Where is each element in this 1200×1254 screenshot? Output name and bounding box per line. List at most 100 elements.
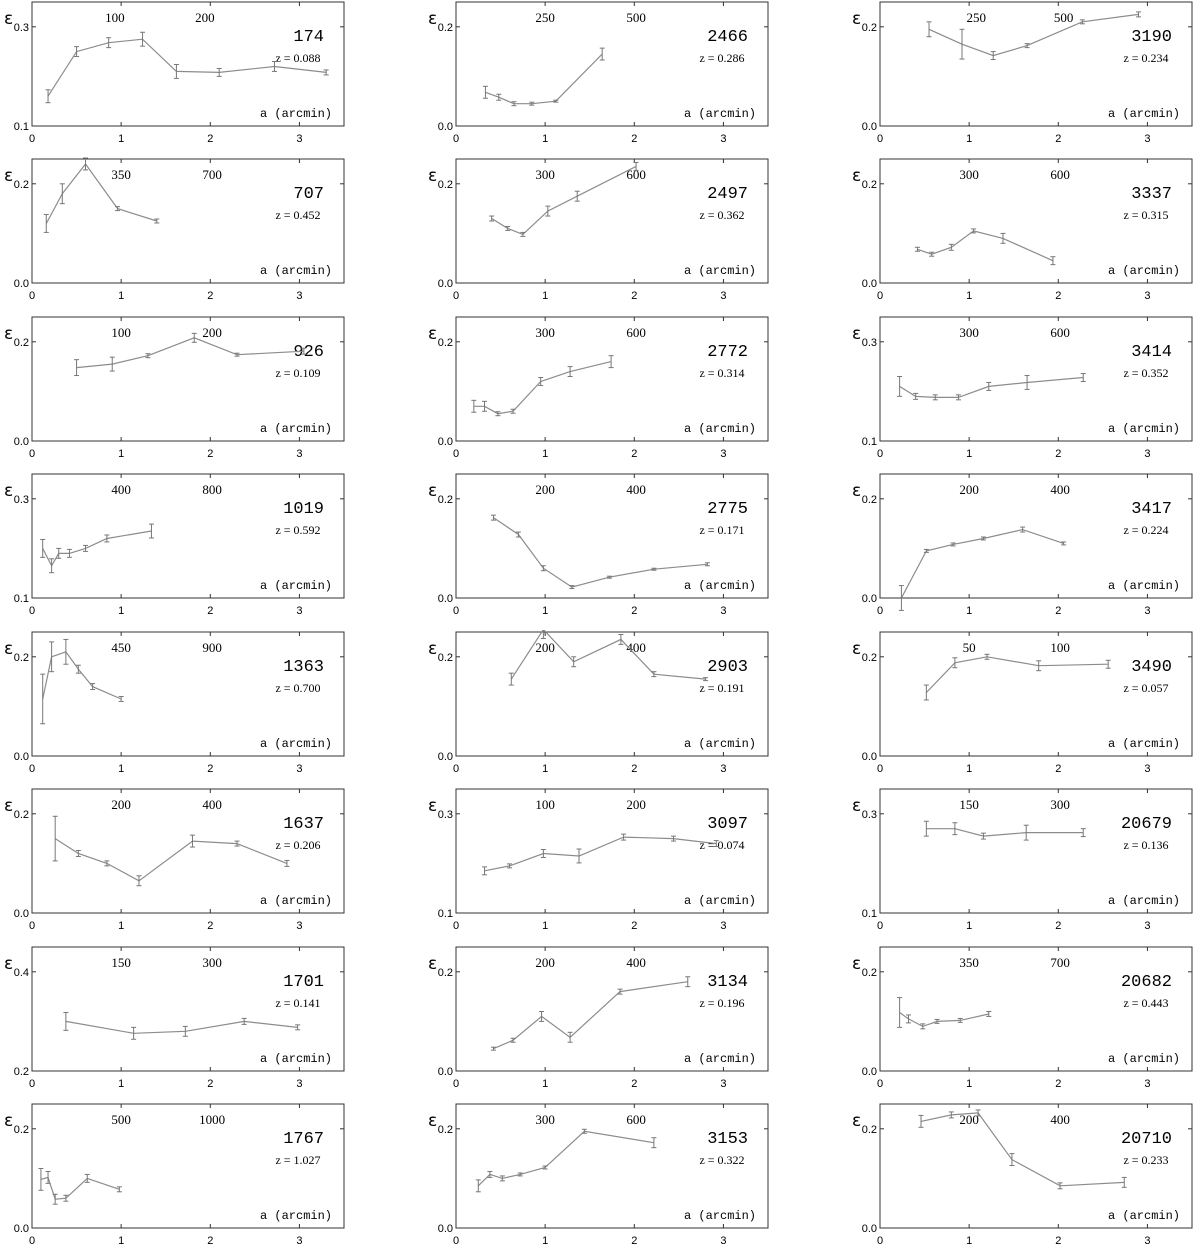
series-line [54, 838, 288, 882]
redshift-label: z = 0.171 [699, 523, 744, 537]
x-tick-label: 1 [542, 763, 548, 775]
top-tick-label: 300 [959, 167, 979, 182]
error-bar [145, 353, 151, 359]
y-tick-label: 0.2 [438, 652, 453, 664]
x-tick-label: 3 [720, 448, 726, 460]
series-line [920, 1112, 1125, 1187]
error-bar [323, 69, 329, 76]
panel-20682: 0 1 2 3 0.0 0.2 ε 350 700 20682 z = 0.443 a (arcmin… [848, 945, 1200, 1092]
redshift-label: z = 0.314 [699, 366, 744, 380]
plot-frame [455, 1, 769, 127]
error-bar [63, 638, 69, 665]
y-tick-label: 0.2 [862, 652, 877, 664]
error-bar [1024, 375, 1030, 390]
error-bar [515, 531, 521, 538]
cluster-name: 3097 [707, 815, 748, 834]
x-tick-label: 1 [118, 290, 124, 302]
error-bar [115, 206, 121, 212]
error-bar [617, 988, 623, 995]
cluster-name: 1019 [283, 500, 324, 519]
chart-svg: 0 1 2 3 0.0 0.2ε 300 600 2772 z = 0.314 a (arcmin) [428, 316, 769, 460]
error-bar [1080, 373, 1086, 382]
panel-3414: 0 1 2 3 0.1 0.3 ε 300 600 3414 z = 0.352 a (arcmin) [848, 315, 1200, 462]
error-bar [510, 408, 516, 414]
error-bar [713, 840, 719, 848]
chart-svg: 0 1 2 3 0.0 0.2ε 200 400 3134 z = 0.196 a (arcmin) [428, 946, 769, 1090]
x-tick-label: 3 [296, 605, 302, 617]
error-bar [633, 161, 639, 171]
x-tick-label: 0 [877, 920, 883, 932]
x-tick-label: 0 [453, 1235, 459, 1247]
error-bar [950, 542, 956, 547]
plot-frame [31, 631, 345, 757]
top-tick-label: 300 [959, 325, 979, 340]
x-tick-label: 0 [453, 290, 459, 302]
error-bar [66, 548, 72, 558]
x-axis-label: a (arcmin) [260, 579, 332, 593]
x-axis-label: a (arcmin) [260, 1052, 332, 1066]
x-tick-label: 2 [1055, 290, 1061, 302]
error-bar [1136, 11, 1142, 18]
error-bar [567, 1031, 573, 1043]
error-bar [906, 1014, 912, 1024]
x-tick-label: 2 [207, 920, 213, 932]
error-bar [986, 1010, 992, 1017]
redshift-label: z = 0.196 [699, 996, 744, 1010]
error-bar [651, 671, 657, 678]
cluster-name: 3490 [1131, 658, 1172, 677]
y-axis-label: ε [852, 1111, 861, 1131]
panel-3134: 0 1 2 3 0.0 0.2 ε 200 400 3134 z = 0.196 a (arcmin) [424, 945, 776, 1092]
y-tick-label: 0.2 [862, 967, 877, 979]
cluster-name: 1363 [283, 658, 324, 677]
plot-frame [879, 158, 1193, 284]
redshift-label: z = 0.234 [1123, 51, 1168, 65]
x-tick-label: 3 [720, 1235, 726, 1247]
y-tick-label: 0.0 [14, 751, 29, 763]
x-axis-label: a (arcmin) [684, 579, 756, 593]
plot-frame [879, 788, 1193, 914]
x-axis-label: a (arcmin) [1108, 1052, 1180, 1066]
y-tick-label: 0.3 [438, 809, 453, 821]
error-bar [599, 47, 605, 61]
cluster-name: 2497 [707, 185, 748, 204]
chart-svg: 0 1 2 3 0.0 0.2ε 250 500 2466 z = 0.286 a (arcmin) [428, 1, 769, 145]
x-tick-label: 1 [542, 920, 548, 932]
panel-3490: 0 1 2 3 0.0 0.2 ε 50 100 3490 z = 0.057 a (arcmin) [848, 630, 1200, 777]
plot-frame [879, 1, 1193, 127]
error-bar [40, 538, 46, 558]
error-bar [918, 1114, 924, 1128]
series-line [45, 163, 157, 224]
error-bar [40, 673, 46, 725]
x-tick-label: 1 [542, 1078, 548, 1090]
chart-svg: 0 1 2 3 0.0 0.2ε 350 700 707 z = 0.452 a (arcmin) [4, 157, 345, 302]
panel-2775: 0 1 2 3 0.0 0.2 ε 200 400 2775 z = 0.171 a (arcmin) [424, 472, 776, 619]
redshift-label: z = 1.027 [275, 1153, 320, 1167]
cluster-name: 3153 [707, 1130, 748, 1149]
error-bar [496, 93, 502, 101]
chart-svg: 0 1 2 3 0.0 0.2ε 200 400 20710 z = 0.233 a (arcmin… [852, 1103, 1193, 1247]
error-bar [49, 558, 55, 574]
panel-1767: 0 1 2 3 0.0 0.2 ε 500 1000 1767 z = 1.027 a (arcmin… [0, 1102, 352, 1249]
x-tick-label: 1 [542, 448, 548, 460]
top-tick-label: 400 [1050, 1112, 1070, 1127]
x-tick-label: 3 [1144, 290, 1150, 302]
y-axis-label: ε [428, 796, 437, 816]
top-tick-label: 300 [535, 1112, 555, 1127]
series-line [47, 38, 327, 97]
error-bar [1105, 659, 1111, 669]
series-line [477, 1130, 654, 1187]
y-axis-label: ε [428, 954, 437, 974]
y-axis-label: ε [4, 1111, 13, 1131]
x-tick-label: 2 [1055, 763, 1061, 775]
error-bar [959, 28, 965, 60]
top-tick-label: 250 [967, 10, 987, 25]
x-tick-label: 3 [1144, 1235, 1150, 1247]
error-bar [43, 214, 49, 233]
series-line [65, 1020, 298, 1034]
error-bar [154, 218, 160, 224]
panel-2772: 0 1 2 3 0.0 0.2 ε 300 600 2772 z = 0.314 a (arcmin) [424, 315, 776, 462]
error-bar [499, 1175, 505, 1182]
x-tick-label: 2 [631, 605, 637, 617]
cluster-name: 2903 [707, 658, 748, 677]
y-tick-label: 0.4 [14, 967, 29, 979]
